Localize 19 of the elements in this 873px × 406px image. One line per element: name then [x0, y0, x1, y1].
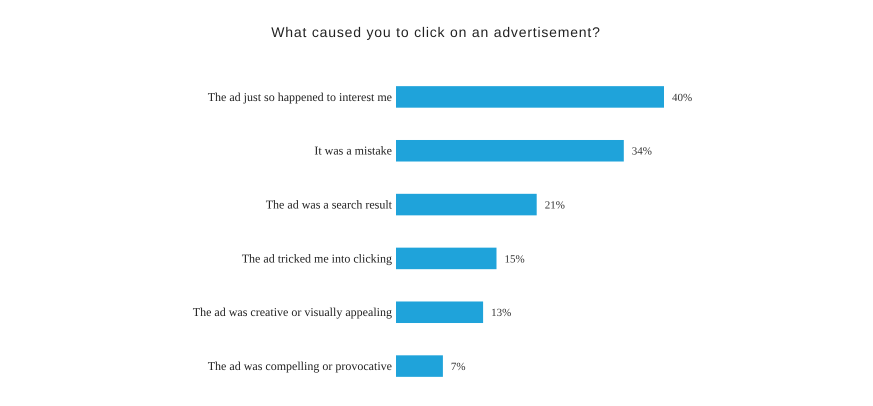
- data-label: 40%: [672, 92, 692, 104]
- bar: [396, 86, 664, 108]
- data-label: 13%: [491, 307, 512, 320]
- data-label: 34%: [632, 146, 652, 158]
- bar: [396, 301, 484, 324]
- bar: [396, 355, 443, 377]
- bar: [396, 194, 537, 216]
- bar: [396, 140, 624, 162]
- y-tick-label: The ad was creative or visually appealing: [192, 305, 392, 320]
- y-tick-label: The ad tricked me into clicking: [242, 251, 392, 266]
- data-label: 15%: [504, 253, 525, 266]
- y-tick-label: The ad just so happened to interest me: [208, 90, 392, 104]
- bar: [396, 248, 496, 270]
- y-tick-label: It was a mistake: [314, 144, 392, 158]
- data-label: 7%: [450, 360, 466, 373]
- data-label: 21%: [544, 199, 565, 212]
- y-tick-label: The ad was compelling or provocative: [208, 358, 392, 373]
- y-tick-label: The ad was a search result: [266, 197, 393, 212]
- chart-title: What caused you to click on an advertisement?: [271, 24, 601, 40]
